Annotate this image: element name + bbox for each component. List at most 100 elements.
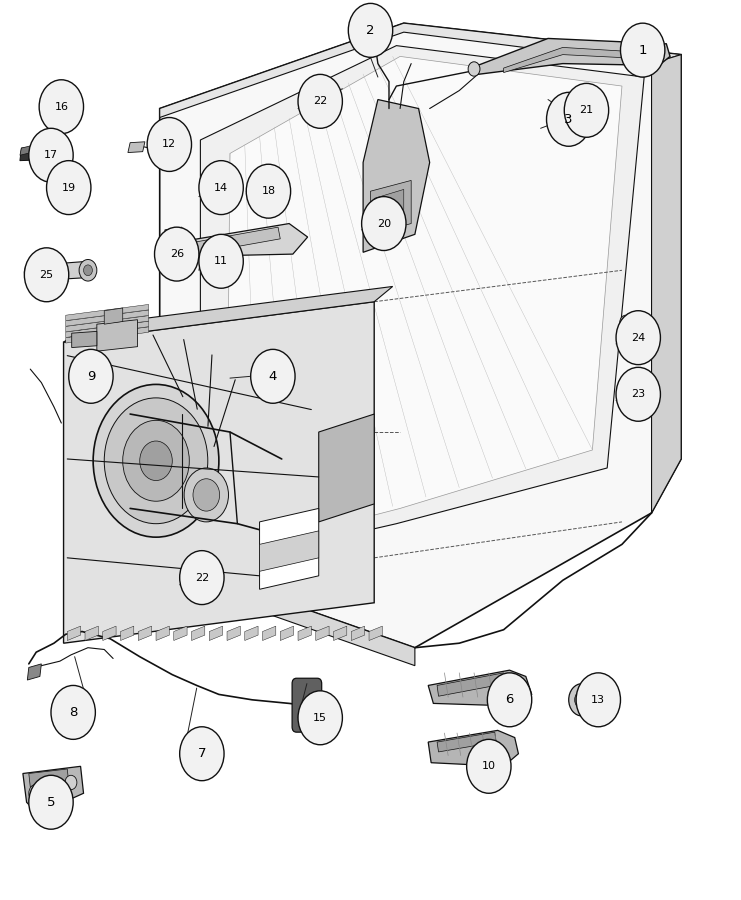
Circle shape xyxy=(348,4,393,58)
Polygon shape xyxy=(42,96,62,115)
Text: 25: 25 xyxy=(39,270,53,280)
Circle shape xyxy=(576,673,620,727)
Circle shape xyxy=(147,118,191,171)
Polygon shape xyxy=(209,626,222,641)
Polygon shape xyxy=(374,189,404,218)
Circle shape xyxy=(574,691,589,709)
Circle shape xyxy=(579,697,585,704)
Polygon shape xyxy=(245,626,258,641)
Polygon shape xyxy=(139,626,152,641)
Polygon shape xyxy=(437,733,496,751)
Polygon shape xyxy=(259,531,319,572)
Polygon shape xyxy=(66,327,149,343)
Polygon shape xyxy=(66,316,149,332)
Polygon shape xyxy=(29,261,90,281)
Polygon shape xyxy=(160,558,415,666)
Polygon shape xyxy=(27,664,41,680)
Circle shape xyxy=(123,420,189,501)
Circle shape xyxy=(362,196,406,250)
Polygon shape xyxy=(369,626,382,641)
Polygon shape xyxy=(262,626,276,641)
Circle shape xyxy=(631,386,639,397)
Circle shape xyxy=(79,259,97,281)
Text: 7: 7 xyxy=(198,747,206,760)
Circle shape xyxy=(104,398,207,524)
Polygon shape xyxy=(351,626,365,641)
Circle shape xyxy=(29,784,44,802)
Text: 19: 19 xyxy=(62,183,76,193)
Polygon shape xyxy=(85,626,99,641)
Text: 13: 13 xyxy=(591,695,605,705)
Text: 10: 10 xyxy=(482,761,496,771)
Text: 3: 3 xyxy=(565,112,573,126)
Polygon shape xyxy=(651,55,681,513)
Polygon shape xyxy=(333,626,347,641)
Circle shape xyxy=(24,263,39,281)
Polygon shape xyxy=(211,171,231,184)
Polygon shape xyxy=(319,414,374,522)
Polygon shape xyxy=(66,304,149,320)
Polygon shape xyxy=(280,626,293,641)
Text: 15: 15 xyxy=(313,713,328,723)
Text: 23: 23 xyxy=(631,390,645,400)
Circle shape xyxy=(199,160,243,214)
Circle shape xyxy=(193,479,219,511)
Circle shape xyxy=(250,349,295,403)
Polygon shape xyxy=(173,626,187,641)
Circle shape xyxy=(69,349,113,403)
Polygon shape xyxy=(20,145,36,156)
Text: 12: 12 xyxy=(162,140,176,149)
Polygon shape xyxy=(227,626,240,641)
Polygon shape xyxy=(67,626,81,641)
Text: 11: 11 xyxy=(214,256,228,266)
Text: 1: 1 xyxy=(639,43,647,57)
Polygon shape xyxy=(103,626,116,641)
Polygon shape xyxy=(160,23,681,118)
FancyBboxPatch shape xyxy=(292,679,322,733)
Polygon shape xyxy=(29,769,69,787)
Circle shape xyxy=(179,551,224,605)
Circle shape xyxy=(155,227,199,281)
Circle shape xyxy=(488,673,532,727)
Polygon shape xyxy=(504,48,651,73)
Polygon shape xyxy=(64,302,374,644)
Circle shape xyxy=(93,384,219,537)
Polygon shape xyxy=(45,93,57,100)
Circle shape xyxy=(619,315,631,329)
Circle shape xyxy=(565,84,608,138)
Polygon shape xyxy=(97,320,138,351)
Text: 8: 8 xyxy=(69,706,77,719)
Text: 17: 17 xyxy=(44,150,58,160)
Circle shape xyxy=(179,727,224,780)
Circle shape xyxy=(298,75,342,129)
Text: 22: 22 xyxy=(195,572,209,582)
Polygon shape xyxy=(298,626,311,641)
Polygon shape xyxy=(160,23,681,648)
Text: 20: 20 xyxy=(376,219,391,229)
Polygon shape xyxy=(72,331,97,347)
Polygon shape xyxy=(437,673,505,697)
Polygon shape xyxy=(428,670,532,706)
Circle shape xyxy=(620,23,665,77)
Polygon shape xyxy=(171,223,308,256)
Polygon shape xyxy=(66,310,149,326)
Circle shape xyxy=(24,248,69,302)
Text: 18: 18 xyxy=(262,186,276,196)
Circle shape xyxy=(57,175,78,200)
Circle shape xyxy=(616,367,660,421)
Circle shape xyxy=(29,775,73,829)
Polygon shape xyxy=(370,180,411,234)
Circle shape xyxy=(622,374,633,386)
Polygon shape xyxy=(178,227,280,256)
Text: 14: 14 xyxy=(214,183,228,193)
Polygon shape xyxy=(478,39,670,75)
Text: 16: 16 xyxy=(54,102,68,112)
Circle shape xyxy=(616,310,660,365)
Polygon shape xyxy=(128,142,145,153)
Polygon shape xyxy=(156,626,170,641)
Circle shape xyxy=(84,265,93,275)
Circle shape xyxy=(65,775,77,789)
Circle shape xyxy=(467,740,511,793)
Circle shape xyxy=(246,164,290,218)
Polygon shape xyxy=(165,227,184,263)
